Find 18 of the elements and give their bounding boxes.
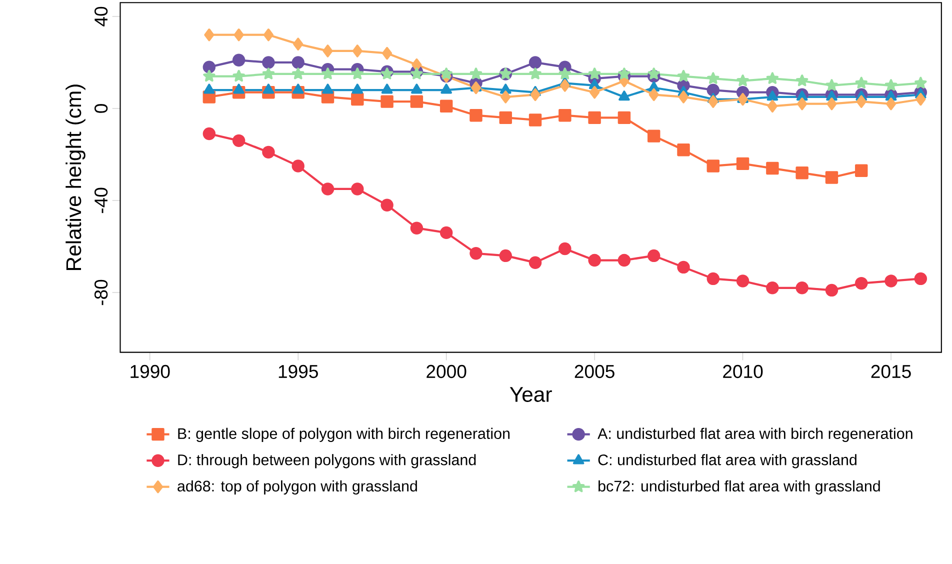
x-axis-title: Year (510, 387, 552, 402)
x-tick-label: 1990 (130, 364, 170, 378)
legend-label: A: undisturbed flat area with birch regeneration (598, 428, 912, 442)
legend-label: B: gentle slope of polygon with birch regeneration (178, 428, 510, 442)
x-tick-label: 2000 (426, 364, 466, 378)
y-tick-label: -40 (94, 188, 108, 213)
y-tick-label: 40 (94, 6, 108, 26)
x-tick-label: 2010 (723, 364, 763, 378)
y-tick-label: 0 (94, 104, 108, 113)
x-tick-label: 2015 (871, 364, 911, 378)
legend-label: C: undisturbed flat area with grassland (598, 454, 856, 468)
legend-label: D: through between polygons with grassland (178, 454, 476, 468)
legend-label: ad68: top of polygon with grassland (178, 480, 417, 494)
y-axis-title: Relative height (cm) (66, 84, 86, 270)
legend-label: bc72: undisturbed flat area with grassland (598, 480, 880, 494)
x-tick-label: 1995 (278, 364, 318, 378)
x-tick-label: 2005 (574, 364, 614, 378)
y-tick-label: -80 (94, 280, 108, 305)
